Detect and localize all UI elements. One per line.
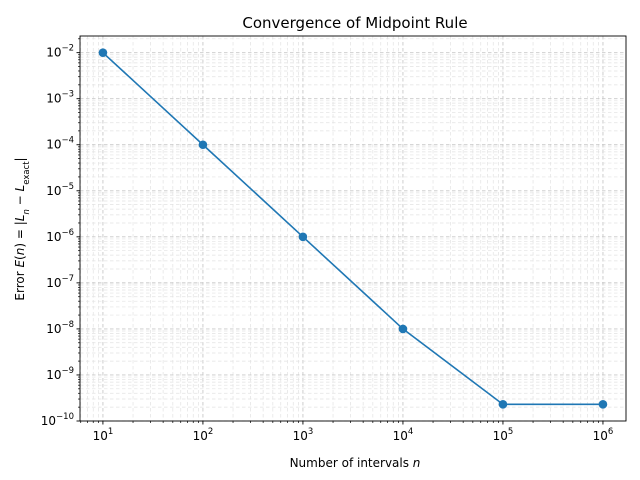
data-point — [198, 140, 208, 150]
series-line — [102, 52, 603, 406]
x-tick-label: 105 — [493, 427, 514, 443]
x-tick-label: 106 — [593, 427, 614, 443]
plot-frame — [79, 35, 627, 422]
y-tick-label: 10−10 — [41, 412, 74, 428]
y-tick-label: 10−6 — [46, 228, 74, 244]
y-tick-label: 10−7 — [46, 274, 74, 290]
x-axis-label: Number of intervals n — [290, 456, 421, 470]
x-tick-label: 101 — [93, 427, 114, 443]
y-tick-label: 10−3 — [46, 90, 74, 106]
y-tick-label: 10−9 — [46, 366, 74, 382]
data-point — [98, 48, 108, 57]
y-tick-label: 10−2 — [46, 44, 74, 60]
grid — [80, 36, 626, 422]
y-tick-label: 10−8 — [46, 320, 74, 336]
series — [98, 48, 608, 409]
y-tick-label: 10−4 — [46, 136, 74, 152]
data-point — [298, 232, 308, 242]
x-tick-label: 104 — [393, 427, 414, 443]
x-tick-label: 102 — [193, 427, 214, 443]
y-axis-label: Error E(n) = |Ln − Lexact| — [13, 157, 32, 300]
x-tick-label: 103 — [293, 427, 314, 443]
axes: 101 102 103 104 105 106 10−10 10−9 10−8 10−7 10−6 1… — [41, 35, 627, 443]
data-point — [398, 324, 408, 334]
chart-title: Convergence of Midpoint Rule — [242, 14, 467, 32]
data-point — [598, 400, 608, 409]
data-point — [498, 400, 508, 409]
y-tick-label: 10−5 — [46, 182, 74, 198]
